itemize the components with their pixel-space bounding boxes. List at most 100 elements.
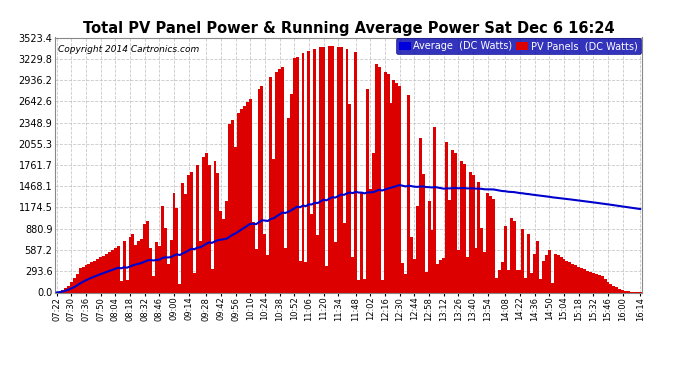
Bar [431, 230, 433, 292]
Bar [627, 291, 630, 292]
Bar [393, 80, 395, 292]
Title: Total PV Panel Power & Running Average Power Sat Dec 6 16:24: Total PV Panel Power & Running Average P… [83, 21, 614, 36]
Bar [389, 102, 393, 292]
Bar [489, 196, 492, 292]
Bar [222, 219, 226, 292]
Bar [454, 153, 457, 292]
Bar [578, 267, 580, 292]
Bar [442, 258, 445, 292]
Bar [372, 153, 375, 292]
Bar [381, 280, 384, 292]
Bar [158, 246, 161, 292]
Bar [413, 259, 416, 292]
Bar [131, 234, 135, 292]
Bar [170, 240, 172, 292]
Bar [275, 72, 278, 292]
Bar [88, 264, 90, 292]
Bar [346, 49, 348, 292]
Bar [466, 257, 469, 292]
Bar [515, 270, 519, 292]
Bar [407, 95, 410, 292]
Bar [522, 229, 524, 292]
Bar [510, 218, 513, 292]
Bar [217, 173, 219, 292]
Bar [146, 221, 149, 292]
Bar [574, 265, 578, 292]
Bar [571, 264, 574, 292]
Bar [553, 254, 557, 292]
Bar [152, 276, 155, 292]
Bar [117, 246, 120, 292]
Text: Copyright 2014 Cartronics.com: Copyright 2014 Cartronics.com [58, 45, 199, 54]
Bar [99, 257, 102, 292]
Bar [440, 260, 442, 292]
Bar [469, 172, 472, 292]
Bar [64, 288, 67, 292]
Bar [460, 160, 463, 292]
Bar [196, 165, 199, 292]
Bar [445, 142, 448, 292]
Bar [79, 268, 81, 292]
Bar [451, 150, 454, 292]
Bar [149, 248, 152, 292]
Bar [102, 256, 105, 292]
Bar [498, 270, 501, 292]
Bar [155, 242, 158, 292]
Bar [595, 274, 598, 292]
Bar [175, 208, 178, 292]
Bar [384, 72, 386, 292]
Bar [137, 241, 140, 292]
Bar [475, 248, 477, 292]
Bar [562, 259, 566, 292]
Bar [313, 49, 316, 292]
Bar [513, 221, 515, 292]
Bar [402, 263, 404, 292]
Bar [316, 235, 319, 292]
Bar [527, 234, 530, 292]
Bar [369, 189, 372, 292]
Bar [93, 261, 97, 292]
Bar [319, 47, 322, 292]
Bar [299, 261, 302, 292]
Bar [290, 94, 293, 292]
Bar [624, 291, 627, 292]
Bar [120, 280, 123, 292]
Bar [533, 254, 536, 292]
Bar [219, 211, 222, 292]
Bar [161, 206, 164, 292]
Bar [255, 249, 257, 292]
Bar [560, 257, 562, 292]
Bar [598, 275, 600, 292]
Bar [164, 228, 167, 292]
Bar [181, 183, 184, 292]
Bar [519, 270, 522, 292]
Bar [363, 279, 366, 292]
Bar [536, 241, 539, 292]
Bar [228, 124, 231, 292]
Bar [123, 242, 126, 292]
Bar [583, 269, 586, 292]
Bar [486, 193, 489, 292]
Bar [419, 138, 422, 292]
Bar [167, 264, 170, 292]
Bar [199, 242, 201, 292]
Bar [360, 192, 363, 292]
Bar [331, 46, 334, 292]
Bar [97, 259, 99, 292]
Bar [135, 245, 137, 292]
Bar [472, 175, 475, 292]
Bar [351, 256, 355, 292]
Bar [240, 109, 243, 292]
Bar [355, 52, 357, 292]
Legend: Average  (DC Watts), PV Panels  (DC Watts): Average (DC Watts), PV Panels (DC Watts) [396, 39, 641, 54]
Bar [140, 239, 144, 292]
Bar [386, 74, 389, 292]
Bar [615, 287, 618, 292]
Bar [342, 224, 346, 292]
Bar [208, 165, 210, 292]
Bar [378, 67, 381, 292]
Bar [398, 86, 402, 292]
Bar [569, 262, 571, 292]
Bar [428, 201, 431, 292]
Bar [304, 262, 308, 292]
